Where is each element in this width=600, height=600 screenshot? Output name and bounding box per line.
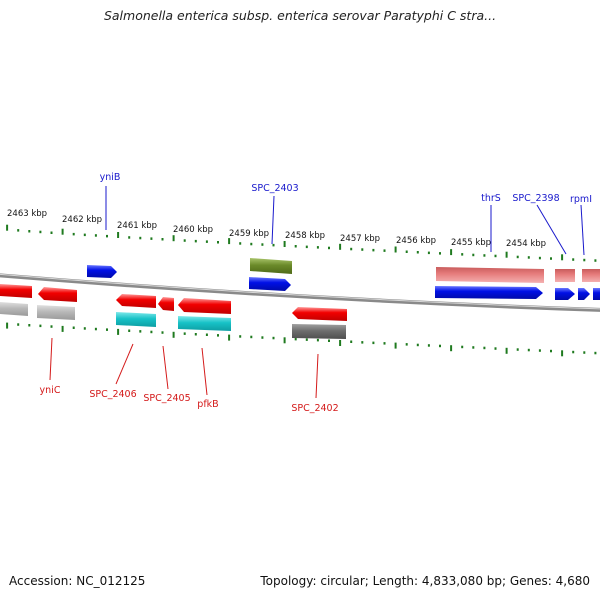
reverse-label-connectors <box>49 337 319 399</box>
scale-label: 2461 kbp <box>117 221 157 231</box>
gene-label-spc2403[interactable]: SPC_2403 <box>251 183 298 194</box>
scale-label: 2457 kbp <box>340 234 380 244</box>
genome-backbone <box>0 273 600 312</box>
reverse-strand-features[interactable] <box>0 284 347 339</box>
forward-strand-features[interactable] <box>87 258 600 300</box>
gene-feature[interactable] <box>582 269 600 282</box>
scale-label: 2458 kbp <box>285 231 325 241</box>
gene-feature[interactable] <box>37 305 75 320</box>
gene-feature[interactable] <box>38 287 77 302</box>
gene-feature[interactable] <box>116 294 156 308</box>
gene-feature[interactable] <box>292 324 346 339</box>
gene-feature[interactable] <box>0 284 32 298</box>
gene-feature[interactable] <box>436 267 544 283</box>
gene-feature[interactable] <box>250 258 292 274</box>
forward-label-connectors <box>105 186 585 256</box>
genome-summary-text: Topology: circular; Length: 4,833,080 bp… <box>260 574 590 588</box>
gene-feature[interactable] <box>178 298 231 314</box>
gene-feature[interactable] <box>292 307 347 321</box>
gene-feature[interactable] <box>555 288 575 300</box>
gene-label-yniC[interactable]: yniC <box>40 385 61 396</box>
scale-label: 2460 kbp <box>173 225 213 235</box>
gene-label-spc2405[interactable]: SPC_2405 <box>143 393 190 404</box>
gene-feature[interactable] <box>435 286 543 299</box>
gene-feature[interactable] <box>158 297 174 311</box>
gene-feature[interactable] <box>249 277 291 291</box>
gene-label-rpmI[interactable]: rpmI <box>570 194 592 205</box>
reverse-labels: yniC SPC_2406 SPC_2405 pfkB SPC_2402 <box>40 385 339 414</box>
scale-label: 2456 kbp <box>396 236 436 246</box>
gene-label-spc2398[interactable]: SPC_2398 <box>512 193 559 204</box>
genome-title: Salmonella enterica subsp. enterica sero… <box>103 8 497 23</box>
scale-labels: 2463 kbp 2462 kbp 2461 kbp 2460 kbp 2459… <box>7 209 546 249</box>
gene-feature[interactable] <box>578 288 590 300</box>
scale-label: 2463 kbp <box>7 209 47 219</box>
forward-scale-ticks <box>6 224 597 262</box>
gene-label-spc2406[interactable]: SPC_2406 <box>89 389 136 400</box>
forward-labels: yniB SPC_2403 thrS SPC_2398 rpmI <box>100 172 592 205</box>
accession-text: Accession: NC_012125 <box>9 574 146 588</box>
gene-feature[interactable] <box>593 288 600 300</box>
reverse-scale-ticks <box>6 322 597 357</box>
gene-feature[interactable] <box>555 269 575 282</box>
gene-feature[interactable] <box>0 302 28 316</box>
scale-label: 2454 kbp <box>506 239 546 249</box>
gene-label-thrS[interactable]: thrS <box>481 193 501 204</box>
gene-feature[interactable] <box>178 316 231 331</box>
gene-label-pfkB[interactable]: pfkB <box>197 399 218 410</box>
gene-label-yniB[interactable]: yniB <box>100 172 121 183</box>
scale-label: 2455 kbp <box>451 238 491 248</box>
gene-feature[interactable] <box>116 312 156 327</box>
scale-label: 2459 kbp <box>229 229 269 239</box>
gene-label-spc2402[interactable]: SPC_2402 <box>291 403 338 414</box>
scale-label: 2462 kbp <box>62 215 102 225</box>
gene-feature[interactable] <box>87 265 117 278</box>
